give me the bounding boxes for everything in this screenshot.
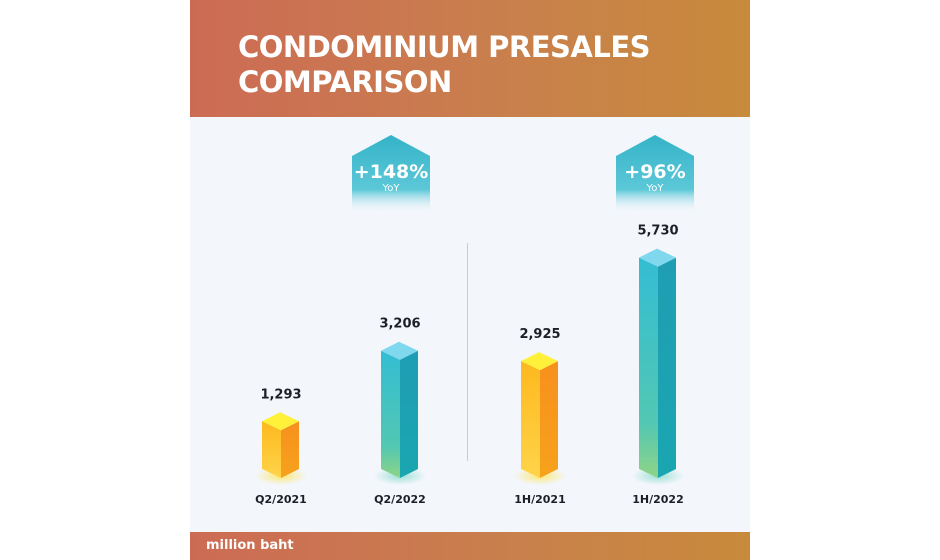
- bar-front-face: [639, 257, 658, 478]
- category-label: 1H/2022: [632, 493, 684, 506]
- bar-side-face: [400, 350, 418, 478]
- bar-top-face: [262, 412, 299, 431]
- growth-percent: +96%: [624, 161, 685, 183]
- bar-top-face: [521, 352, 558, 371]
- value-label: 5,730: [637, 224, 678, 239]
- bar-side-face: [540, 361, 558, 478]
- group-divider: [467, 243, 468, 461]
- badge-shape: [616, 135, 694, 213]
- category-label: 1H/2021: [514, 493, 566, 506]
- growth-badge-2: +96%YoY: [616, 135, 694, 213]
- chart-title: CONDOMINIUM PRESALES COMPARISON: [238, 30, 651, 99]
- growth-badge-1: +148%YoY: [352, 135, 430, 213]
- bar-1h-2021: 2,925 1H/2021: [514, 327, 566, 506]
- bar-side-face: [281, 421, 299, 478]
- value-label: 3,206: [379, 317, 420, 332]
- bar-front-face: [521, 361, 540, 478]
- infographic-card: CONDOMINIUM PRESALES COMPARISON: [190, 0, 750, 560]
- value-label: 1,293: [260, 387, 301, 402]
- bar-1h-2022: 5,730 1H/2022: [632, 224, 684, 506]
- bar-front-face: [381, 350, 400, 478]
- badge-shape: [352, 135, 430, 213]
- unit-label: million baht: [206, 538, 294, 553]
- bar-top-face: [639, 248, 676, 267]
- category-label: Q2/2021: [255, 493, 307, 506]
- growth-note: YoY: [381, 183, 400, 194]
- growth-note: YoY: [645, 183, 664, 194]
- bar-top-face: [381, 341, 418, 360]
- growth-percent: +148%: [354, 161, 429, 183]
- presales-bar-chart: 1,293 Q2/2021 3,206 Q2/2022 2,925 1H/2021 5,73…: [255, 135, 694, 506]
- bar-q2-2022: 3,206 Q2/2022: [374, 317, 426, 506]
- bar-q2-2021: 1,293 Q2/2021: [255, 387, 307, 506]
- category-label: Q2/2022: [374, 493, 426, 506]
- value-label: 2,925: [519, 327, 560, 342]
- header-banner: CONDOMINIUM PRESALES COMPARISON: [190, 0, 750, 117]
- footer-banner: million baht: [190, 532, 750, 560]
- bar-front-face: [262, 421, 281, 478]
- bar-side-face: [658, 257, 676, 478]
